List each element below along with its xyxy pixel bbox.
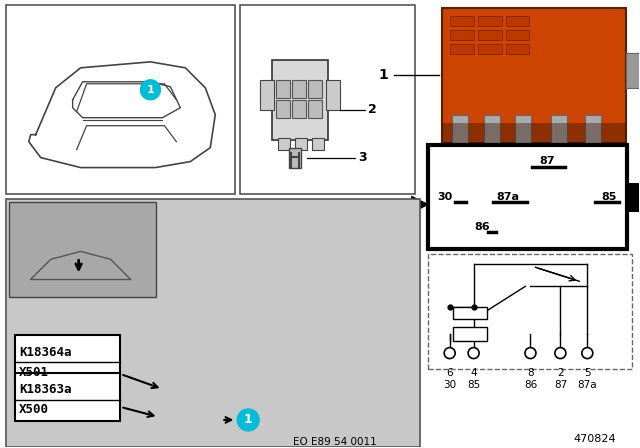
Text: 86: 86 — [475, 222, 490, 233]
Bar — [450, 30, 474, 40]
Text: 2: 2 — [557, 368, 564, 378]
Bar — [278, 138, 290, 150]
Bar — [452, 327, 486, 341]
Text: 2: 2 — [368, 103, 376, 116]
Bar — [15, 335, 120, 383]
Text: 3: 3 — [358, 151, 367, 164]
Polygon shape — [412, 197, 428, 212]
Bar — [484, 115, 500, 142]
Bar — [442, 8, 626, 142]
Text: 87: 87 — [540, 155, 555, 166]
Bar — [9, 202, 156, 297]
Bar — [506, 16, 529, 26]
Bar — [428, 254, 632, 369]
Circle shape — [237, 409, 259, 431]
Bar — [477, 30, 502, 40]
Text: 86: 86 — [524, 380, 537, 390]
Bar — [289, 148, 301, 168]
Bar — [586, 115, 601, 142]
Bar — [477, 44, 502, 54]
Circle shape — [140, 80, 161, 100]
Bar — [326, 80, 340, 110]
Text: X500: X500 — [19, 404, 49, 417]
Circle shape — [582, 348, 593, 358]
Text: 6: 6 — [446, 368, 453, 378]
Text: 8: 8 — [527, 368, 534, 378]
Bar — [276, 100, 290, 118]
Text: 87: 87 — [554, 380, 567, 390]
Bar — [428, 145, 627, 250]
Circle shape — [525, 348, 536, 358]
Text: 470824: 470824 — [573, 434, 616, 444]
Circle shape — [555, 348, 566, 358]
Text: 30: 30 — [438, 193, 453, 202]
Bar — [6, 199, 420, 447]
Bar — [626, 53, 640, 88]
Text: K18363a: K18363a — [19, 383, 71, 396]
Text: X501: X501 — [19, 366, 49, 379]
Bar — [272, 60, 328, 140]
Bar — [292, 100, 306, 118]
Bar — [452, 115, 468, 142]
Bar — [308, 80, 322, 98]
Text: 85: 85 — [467, 380, 480, 390]
Text: 1: 1 — [147, 85, 154, 95]
Bar — [295, 138, 307, 150]
Text: 30: 30 — [443, 380, 456, 390]
Bar — [240, 5, 415, 194]
Text: 1: 1 — [378, 68, 388, 82]
Circle shape — [468, 348, 479, 358]
Text: 87a: 87a — [577, 380, 597, 390]
Text: 4: 4 — [470, 368, 477, 378]
Bar — [15, 373, 120, 421]
Text: EO E89 54 0011: EO E89 54 0011 — [293, 437, 377, 447]
Bar — [276, 80, 290, 98]
Bar — [506, 44, 529, 54]
Bar — [442, 123, 626, 142]
Bar — [552, 115, 568, 142]
Text: 1: 1 — [244, 414, 253, 426]
Text: 5: 5 — [584, 368, 591, 378]
Bar — [477, 16, 502, 26]
Bar — [452, 307, 486, 319]
Text: 85: 85 — [602, 193, 617, 202]
Bar — [506, 30, 529, 40]
Bar — [260, 80, 274, 110]
Text: 87a: 87a — [496, 193, 519, 202]
Bar — [308, 100, 322, 118]
Circle shape — [444, 348, 455, 358]
Text: K18364a: K18364a — [19, 345, 71, 358]
Bar — [626, 182, 640, 212]
Bar — [450, 44, 474, 54]
Bar — [515, 115, 531, 142]
Bar — [450, 16, 474, 26]
Bar — [6, 5, 236, 194]
Bar — [292, 80, 306, 98]
Bar — [312, 138, 324, 150]
